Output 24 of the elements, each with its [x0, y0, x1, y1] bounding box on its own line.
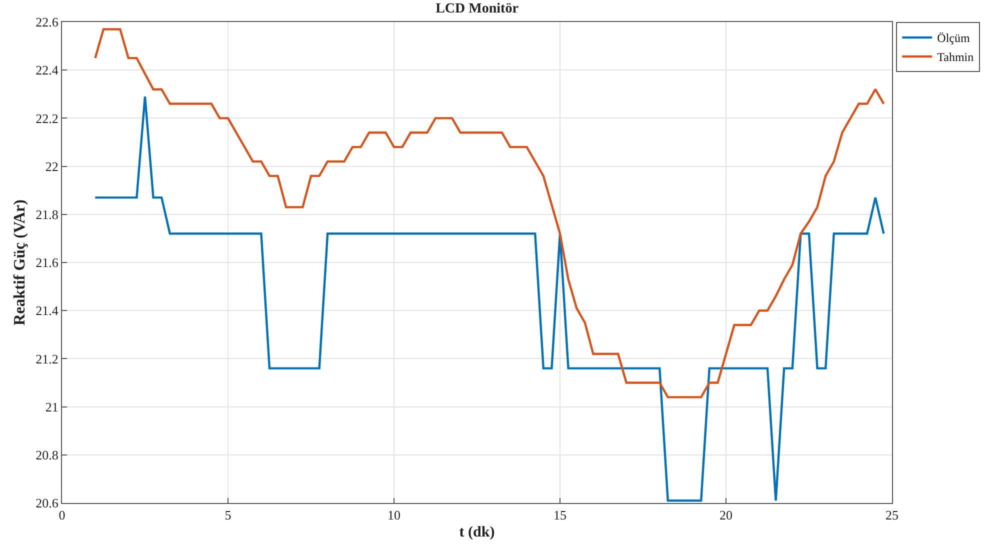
legend-label: Ölçüm [937, 31, 970, 46]
x-tick-label: 25 [886, 508, 898, 523]
x-tick-label: 10 [388, 508, 400, 523]
y-tick-label: 22.6 [36, 14, 59, 30]
legend-label: Tahmin [937, 50, 974, 64]
y-tick-label: 22.4 [36, 62, 59, 78]
y-tick-label: 21 [45, 399, 58, 414]
line-series [94, 28, 885, 398]
y-tick-label: 21.8 [36, 206, 58, 222]
y-tick-label: 20.8 [36, 447, 58, 462]
x-tick-label: 5 [224, 508, 232, 523]
y-tick-label: 21.2 [36, 351, 58, 366]
x-tick-label: 0 [58, 508, 66, 523]
y-tick-label: 22 [45, 158, 58, 174]
line-series [94, 95, 885, 502]
x-tick-label: 20 [720, 508, 732, 523]
x-tick-label: 15 [554, 508, 566, 523]
y-tick-label: 22.2 [36, 110, 58, 126]
y-tick-label: 21.6 [36, 255, 59, 270]
y-tick-label: 21.4 [36, 303, 59, 318]
x-axis-title: t (dk) [459, 524, 495, 541]
y-axis-title: Reaktif Güç (VAr) [12, 200, 29, 326]
y-tick-label: 20.6 [36, 496, 59, 511]
chart-title: LCD Monitör [436, 2, 518, 17]
